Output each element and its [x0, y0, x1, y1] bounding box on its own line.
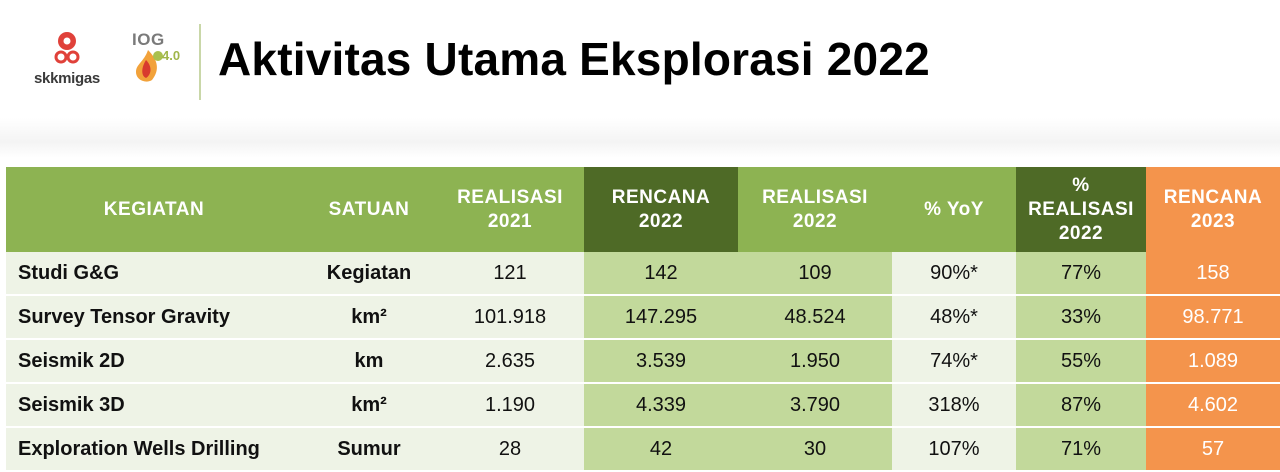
iog-logo: IOG 4.0 [120, 28, 190, 94]
activities-table: KEGIATAN SATUAN REALISASI 2021 RENCANA 202… [6, 167, 1280, 472]
cell-realisasi-2021: 2.635 [436, 339, 584, 384]
cell-pct-realisasi-2022: 55% [1016, 339, 1146, 384]
cell-yoy: 48%* [892, 295, 1016, 340]
cell-realisasi-2022: 30 [738, 427, 892, 472]
table-header-row: KEGIATAN SATUAN REALISASI 2021 RENCANA 202… [6, 167, 1280, 252]
cell-rencana-2022: 147.295 [584, 295, 738, 340]
cell-realisasi-2021: 121 [436, 252, 584, 296]
logo2-text: IOG [132, 30, 165, 49]
logo-text: skkmigas [34, 70, 100, 87]
table-row: Studi G&G Kegiatan 121 142 109 90%* 77% … [6, 252, 1280, 296]
header-shadow [0, 118, 1280, 158]
cell-yoy: 107% [892, 427, 1016, 472]
cell-yoy: 90%* [892, 252, 1016, 296]
cell-kegiatan: Seismik 2D [6, 339, 302, 384]
cell-realisasi-2022: 48.524 [738, 295, 892, 340]
cell-satuan: km² [302, 295, 436, 340]
cell-rencana-2023: 98.771 [1146, 295, 1280, 340]
logo2-version: 4.0 [162, 48, 181, 63]
cell-rencana-2023: 4.602 [1146, 383, 1280, 428]
cell-rencana-2022: 142 [584, 252, 738, 296]
cell-satuan: km [302, 339, 436, 384]
cell-realisasi-2022: 1.950 [738, 339, 892, 384]
col-header-realisasi-2022: REALISASI 2022 [738, 167, 892, 252]
cell-realisasi-2022: 3.790 [738, 383, 892, 428]
cell-pct-realisasi-2022: 33% [1016, 295, 1146, 340]
col-header-yoy: % YoY [892, 167, 1016, 252]
cell-satuan: Sumur [302, 427, 436, 472]
col-header-realisasi-2021: REALISASI 2021 [436, 167, 584, 252]
cell-pct-realisasi-2022: 87% [1016, 383, 1146, 428]
table-row: Survey Tensor Gravity km² 101.918 147.29… [6, 295, 1280, 340]
page-title: Aktivitas Utama Eksplorasi 2022 [218, 33, 930, 85]
cell-realisasi-2022: 109 [738, 252, 892, 296]
flame-icon [136, 50, 163, 82]
col-header-kegiatan: KEGIATAN [6, 167, 302, 252]
cell-rencana-2022: 4.339 [584, 383, 738, 428]
cell-realisasi-2021: 1.190 [436, 383, 584, 428]
cell-rencana-2022: 3.539 [584, 339, 738, 384]
table-row: Exploration Wells Drilling Sumur 28 42 3… [6, 427, 1280, 472]
cell-yoy: 318% [892, 383, 1016, 428]
col-header-pct-realisasi-2022: % REALISASI 2022 [1016, 167, 1146, 252]
cell-satuan: km² [302, 383, 436, 428]
cell-realisasi-2021: 28 [436, 427, 584, 472]
cell-rencana-2022: 42 [584, 427, 738, 472]
cell-rencana-2023: 57 [1146, 427, 1280, 472]
cell-kegiatan: Exploration Wells Drilling [6, 427, 302, 472]
header-divider [199, 24, 201, 100]
cell-rencana-2023: 158 [1146, 252, 1280, 296]
cell-kegiatan: Seismik 3D [6, 383, 302, 428]
skkmigas-logo: skkmigas [22, 30, 112, 90]
table-row: Seismik 3D km² 1.190 4.339 3.790 318% 87… [6, 383, 1280, 428]
cell-satuan: Kegiatan [302, 252, 436, 296]
slide-header: skkmigas IOG 4.0 Aktivitas Utama Eksplor… [0, 0, 1280, 130]
cell-pct-realisasi-2022: 71% [1016, 427, 1146, 472]
table-row: Seismik 2D km 2.635 3.539 1.950 74%* 55%… [6, 339, 1280, 384]
cell-yoy: 74%* [892, 339, 1016, 384]
col-header-rencana-2023: RENCANA 2023 [1146, 167, 1280, 252]
cell-kegiatan: Survey Tensor Gravity [6, 295, 302, 340]
col-header-satuan: SATUAN [302, 167, 436, 252]
cell-realisasi-2021: 101.918 [436, 295, 584, 340]
cell-rencana-2023: 1.089 [1146, 339, 1280, 384]
cell-kegiatan: Studi G&G [6, 252, 302, 296]
location-pin-icon [54, 32, 80, 64]
cell-pct-realisasi-2022: 77% [1016, 252, 1146, 296]
col-header-rencana-2022: RENCANA 2022 [584, 167, 738, 252]
